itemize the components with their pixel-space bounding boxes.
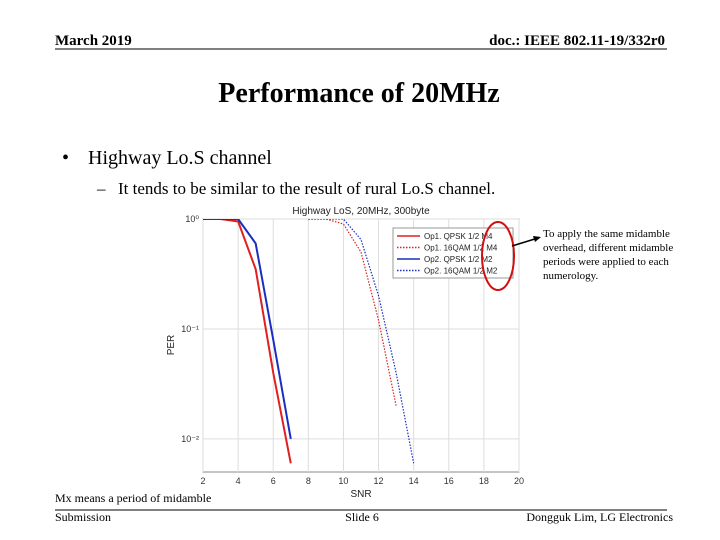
legend-label: Op2. QPSK 1/2 M2 (424, 255, 493, 264)
series-line (203, 219, 292, 440)
footer-center: Slide 6 (345, 510, 379, 524)
footer-left: Submission (55, 510, 111, 524)
series-line (203, 219, 292, 464)
x-tick-label: 18 (479, 476, 489, 486)
y-tick-label: 10⁻¹ (181, 324, 199, 334)
bullet-dot: • (62, 147, 69, 169)
series-line (308, 219, 397, 406)
footer-right: Dongguk Lim, LG Electronics (526, 510, 673, 524)
sub-bullet-dash: – (96, 179, 106, 198)
x-tick-label: 10 (338, 476, 348, 486)
header-date: March 2019 (55, 33, 132, 49)
x-tick-label: 14 (409, 476, 419, 486)
sub-bullet: It tends to be similar to the result of … (118, 179, 495, 198)
arrow-head (533, 236, 541, 242)
annotation: To apply the same midamble overhead, diff… (543, 228, 673, 282)
annotation-line: numerology. (543, 270, 598, 282)
x-tick-label: 8 (306, 476, 311, 486)
annotation-line: overhead, different midamble (543, 242, 673, 254)
y-tick-label: 10⁻² (181, 434, 199, 444)
chart-title: Highway LoS, 20MHz, 300byte (292, 206, 430, 217)
x-tick-label: 2 (200, 476, 205, 486)
x-tick-label: 12 (374, 476, 384, 486)
x-tick-label: 16 (444, 476, 454, 486)
legend-label: Op2. 16QAM 1/2 M2 (424, 267, 498, 276)
x-axis-label: SNR (350, 489, 371, 500)
x-tick-label: 6 (271, 476, 276, 486)
legend-label: Op1. 16QAM 1/2 M4 (424, 244, 498, 253)
annotation-line: To apply the same midamble (543, 228, 670, 240)
note: Mx means a period of midamble (55, 491, 211, 505)
y-tick-label: 10⁰ (185, 214, 199, 224)
x-tick-label: 20 (514, 476, 524, 486)
slide-title: Performance of 20MHz (218, 78, 499, 109)
legend-label: Op1. QPSK 1/2 M4 (424, 232, 493, 241)
y-axis-label: PER (166, 335, 177, 356)
header-doc: doc.: IEEE 802.11-19/332r0 (489, 33, 665, 49)
annotation-arrow (511, 237, 539, 247)
chart: 2 4 6 8 10 12 14 16 18 20 10⁰ 10⁻¹ 10⁻² Highway LoS, … (166, 206, 541, 500)
x-tick-label: 4 (236, 476, 241, 486)
highlight-ellipse (481, 221, 515, 291)
bullet: Highway Lo.S channel (88, 147, 272, 169)
annotation-line: periods were applied to each (543, 256, 669, 268)
